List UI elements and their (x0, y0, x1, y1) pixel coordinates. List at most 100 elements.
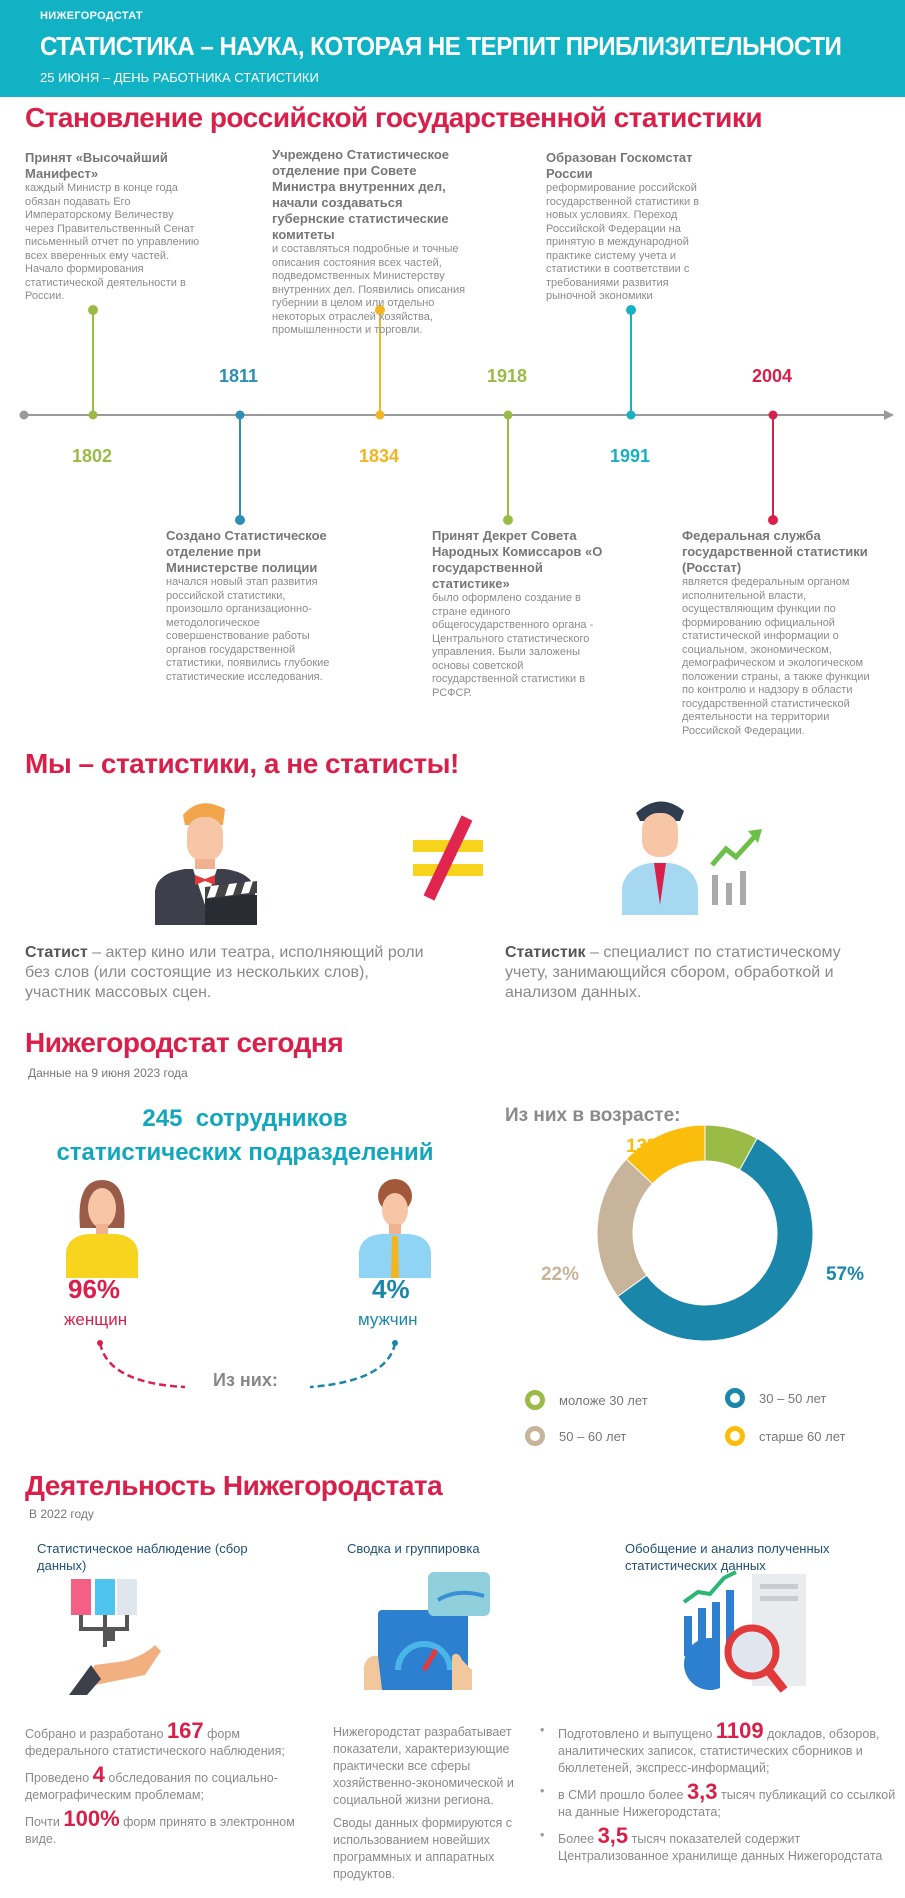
woman-icon (66, 1180, 138, 1278)
legend-item: старше 60 лет (725, 1426, 845, 1446)
activity-item: Собрано и разработано 167 форм федеральн… (25, 1720, 325, 1760)
legend-ring-icon (725, 1426, 745, 1446)
col3-heading: Обобщение и анализ полученных статистиче… (625, 1541, 830, 1573)
year-2004: 2004 (752, 366, 793, 386)
item-num: 3,3 (686, 1779, 718, 1804)
donut-slice (625, 1124, 706, 1185)
activity-item: Почти 100% форм принято в электронном ви… (25, 1808, 325, 1848)
timeline-arrow-icon (884, 410, 894, 420)
history-title: Становление российской государственной с… (25, 102, 763, 133)
timeline-node-1811 (235, 410, 245, 420)
age-title: Из них в возрасте: (505, 1105, 681, 1126)
item-pre: Более (558, 1832, 598, 1846)
item-pre: Подготовлено и выпущено (558, 1727, 716, 1741)
timeline-node-1802 (88, 410, 98, 420)
legend-label: моложе 30 лет (559, 1392, 648, 1408)
legend-ring-icon (725, 1388, 745, 1408)
men-label: мужчин (358, 1310, 418, 1329)
timeline-start-dot (19, 410, 29, 420)
compare-title: Мы – статистики, а не статисты! (25, 748, 459, 779)
col2-text: Нижегородстат разрабатывает показатели, … (333, 1724, 523, 1889)
women-percent: 96% (68, 1274, 121, 1304)
item-pre: в СМИ прошло более (558, 1788, 687, 1802)
page-title: СТАТИСТИКА – НАУКА, КОТОРАЯ НЕ ТЕРПИТ ПР… (40, 31, 842, 61)
data-date: Данные на 9 июня 2023 года (28, 1066, 188, 1080)
event-1811: Создано Статистическое отделение при Мин… (166, 528, 330, 683)
year-1991: 1991 (610, 446, 651, 466)
legend-label: 30 – 50 лет (759, 1390, 827, 1406)
statistician-definition: Статистик – специалист по статистическом… (505, 944, 841, 1001)
event-1834: Учреждено Статистическое отделение при С… (272, 147, 466, 336)
summary-tablet-icon (364, 1572, 490, 1690)
statist-definition: Статист – актер кино или театра, исполня… (25, 944, 424, 1001)
event-2004: Федеральная служба государственной стати… (682, 528, 870, 737)
analysis-magnifier-icon (682, 1570, 806, 1693)
timeline-end-dot-1918 (503, 515, 513, 525)
item-post: докладов, обзоров, аналитических записок… (558, 1727, 880, 1775)
col1-items: Собрано и разработано 167 форм федеральн… (25, 1720, 325, 1854)
donut-label: 22% (541, 1264, 579, 1285)
timeline-end-dot-1991 (626, 305, 636, 315)
legend-item: моложе 30 лет (525, 1390, 648, 1410)
women-label: женщин (64, 1310, 128, 1329)
event-1918: Принят Декрет Совета Народных Комиссаров… (432, 528, 603, 699)
col2-text-1: Нижегородстат разрабатывает показатели, … (333, 1725, 514, 1807)
timeline-node-1918 (503, 410, 513, 420)
item-num: 4 (92, 1762, 105, 1787)
col3-items: Подготовлено и выпущено 1109 докладов, о… (540, 1720, 905, 1871)
year-1811: 1811 (219, 366, 259, 386)
col2-text-2: Своды данных формируются с использование… (333, 1816, 512, 1881)
timeline-end-dot-1802 (88, 305, 98, 315)
activity-item: Более 3,5 тысяч показателей содержит Цен… (540, 1825, 905, 1865)
legend-item: 50 – 60 лет (525, 1426, 626, 1446)
connector-lines (97, 1340, 398, 1389)
item-post: тысяч показателей содержит Централизован… (558, 1832, 883, 1863)
legend-label: 50 – 60 лет (559, 1428, 627, 1444)
of-them-label: Из них: (213, 1370, 278, 1390)
year-1918: 1918 (487, 366, 528, 386)
activity-title: Деятельность Нижегородстата (25, 1470, 443, 1501)
page-subtitle: 25 ИЮНЯ – ДЕНЬ РАБОТНИКА СТАТИСТИКИ (40, 70, 319, 85)
activity-item: Подготовлено и выпущено 1109 докладов, о… (540, 1720, 905, 1777)
col2-heading: Сводка и группировка (347, 1541, 480, 1556)
staff-label: сотрудников (195, 1105, 348, 1132)
item-post: обследования по социально-демографически… (25, 1771, 278, 1802)
timeline-end-dot-1811 (235, 515, 245, 525)
activity-item: Проведено 4 обследования по социально-де… (25, 1764, 325, 1804)
legend-ring-icon (525, 1390, 545, 1410)
activity-period: В 2022 году (29, 1507, 94, 1521)
item-num: 1109 (715, 1718, 764, 1743)
legend-item: 30 – 50 лет (725, 1388, 826, 1408)
item-pre: Собрано и разработано (25, 1727, 167, 1741)
event-1991: Образован Госкомстат России реформировани… (546, 150, 700, 302)
header-banner (0, 0, 905, 97)
activity-item: в СМИ прошло более 3,3 тысяч публикаций … (540, 1781, 905, 1821)
legend-label: старше 60 лет (759, 1428, 846, 1444)
not-equal-icon (413, 815, 483, 901)
men-percent: 4% (372, 1274, 410, 1304)
item-post: форм принято в электронном виде. (25, 1815, 295, 1846)
legend-ring-icon (525, 1426, 545, 1446)
staff-number: 245 (142, 1105, 183, 1132)
today-title: Нижегородстат сегодня (25, 1027, 344, 1058)
item-post: тысяч публикаций со ссылкой на данные Ни… (558, 1788, 896, 1819)
timeline-end-dot-2004 (768, 515, 778, 525)
donut-slice (616, 1137, 814, 1342)
age-donut-chart: 8%57%22%13% (541, 1124, 864, 1342)
year-1802: 1802 (72, 446, 113, 466)
item-pre: Проведено (25, 1771, 93, 1785)
timeline-end-dot-1834 (375, 305, 385, 315)
timeline-node-1834 (375, 410, 385, 420)
timeline-node-1991 (626, 410, 636, 420)
actor-icon (155, 803, 257, 925)
staff-label-2: статистических подразделений (56, 1139, 434, 1166)
statistician-icon (622, 801, 762, 915)
item-post: форм федерального статистического наблюд… (25, 1727, 285, 1758)
event-1802: Принят «Высочайший Манифест» каждый Минис… (25, 150, 200, 302)
donut-label: 13% (626, 1136, 664, 1157)
donut-label: 57% (826, 1264, 864, 1285)
col1-heading: Статистическое наблюдение (сбор данных) (37, 1541, 248, 1573)
data-collection-icon (69, 1579, 161, 1695)
year-1834: 1834 (359, 446, 400, 466)
brand: НИЖЕГОРОДСТАТ (40, 10, 143, 22)
